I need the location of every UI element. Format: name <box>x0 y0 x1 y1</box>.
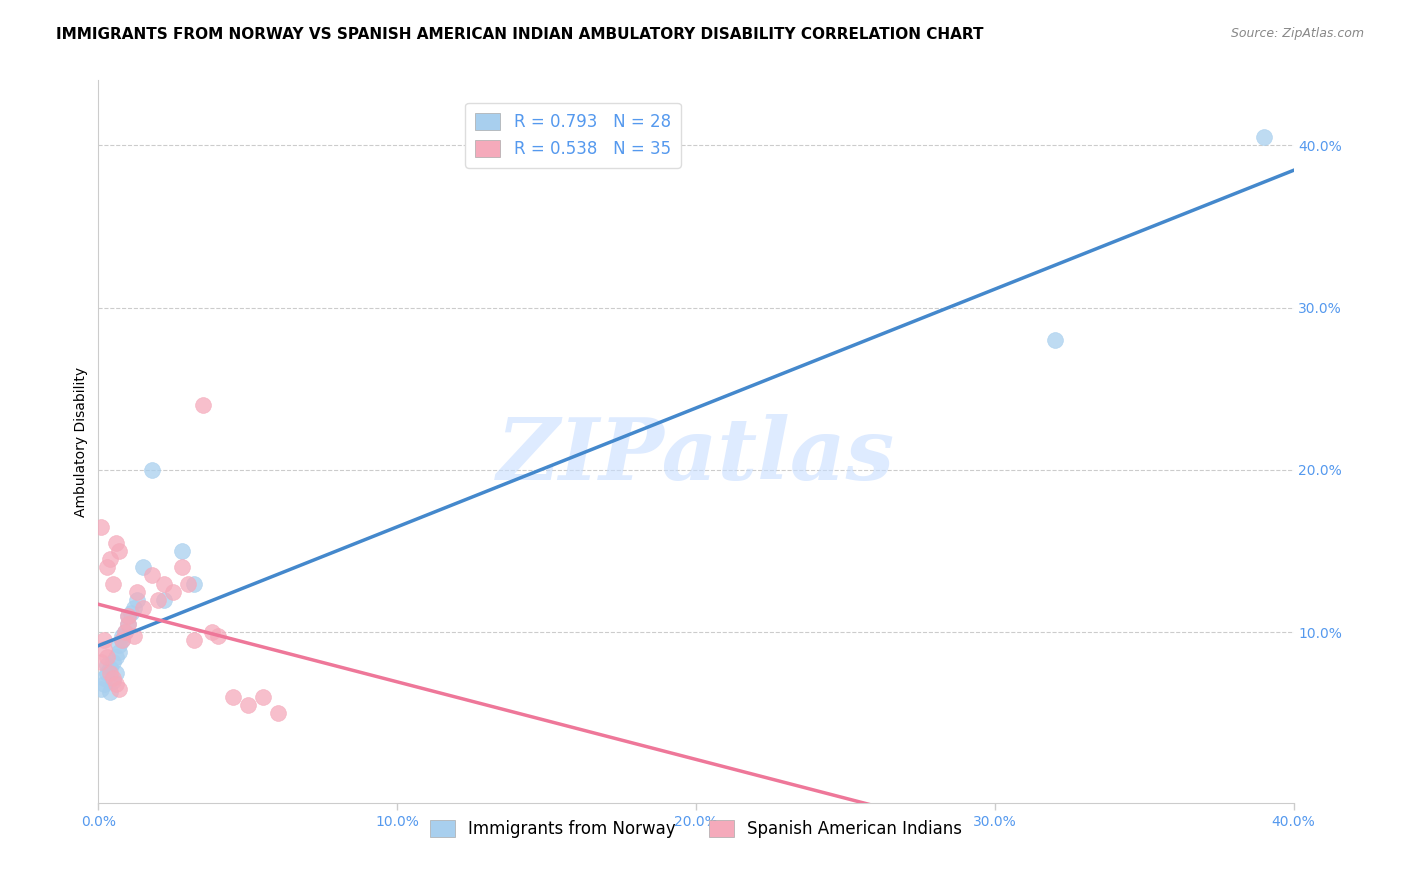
Point <box>153 592 176 607</box>
Point <box>191 398 214 412</box>
Point <box>96 560 118 574</box>
Text: Source: ZipAtlas.com: Source: ZipAtlas.com <box>1230 27 1364 40</box>
Point <box>98 665 122 680</box>
Point <box>117 617 139 632</box>
Point <box>148 592 170 607</box>
Point <box>1253 130 1275 145</box>
Point <box>127 592 149 607</box>
Point <box>132 601 155 615</box>
Point <box>141 568 163 582</box>
Point <box>108 638 131 652</box>
Point <box>90 655 112 669</box>
Point <box>105 649 128 664</box>
Text: IMMIGRANTS FROM NORWAY VS SPANISH AMERICAN INDIAN AMBULATORY DISABILITY CORRELAT: IMMIGRANTS FROM NORWAY VS SPANISH AMERIC… <box>56 27 984 42</box>
Point <box>98 552 122 566</box>
Point <box>108 645 131 659</box>
Y-axis label: Ambulatory Disability: Ambulatory Disability <box>75 367 89 516</box>
Point <box>105 677 128 691</box>
Point <box>103 673 125 688</box>
Point <box>183 633 205 648</box>
Point <box>127 584 149 599</box>
Point <box>153 576 176 591</box>
Point <box>132 560 155 574</box>
Text: ZIPatlas: ZIPatlas <box>496 414 896 498</box>
Point <box>117 617 139 632</box>
Point <box>108 682 131 697</box>
Point <box>96 649 118 664</box>
Point <box>108 544 131 558</box>
Point <box>117 609 139 624</box>
Point <box>124 629 146 643</box>
Point <box>111 633 134 648</box>
Point <box>98 661 122 675</box>
Point <box>93 641 115 656</box>
Point <box>90 682 112 697</box>
Point <box>252 690 274 705</box>
Point <box>172 560 194 574</box>
Point <box>103 576 125 591</box>
Point <box>103 655 125 669</box>
Point <box>98 685 122 699</box>
Point <box>103 671 125 685</box>
Point <box>183 576 205 591</box>
Point <box>114 625 136 640</box>
Point <box>124 601 146 615</box>
Point <box>105 665 128 680</box>
Legend: Immigrants from Norway, Spanish American Indians: Immigrants from Norway, Spanish American… <box>423 814 969 845</box>
Point <box>96 657 118 672</box>
Point <box>162 584 184 599</box>
Point <box>105 536 128 550</box>
Point <box>141 463 163 477</box>
Point <box>267 706 290 721</box>
Point <box>177 576 200 591</box>
Point <box>93 633 115 648</box>
Point <box>172 544 194 558</box>
Point <box>111 629 134 643</box>
Point <box>96 665 118 680</box>
Point <box>201 625 224 640</box>
Point <box>117 609 139 624</box>
Point <box>114 625 136 640</box>
Point <box>93 671 115 685</box>
Point <box>222 690 245 705</box>
Point <box>236 698 259 713</box>
Point <box>90 520 112 534</box>
Point <box>111 633 134 648</box>
Point <box>93 677 115 691</box>
Point <box>120 606 142 620</box>
Point <box>1043 333 1066 347</box>
Point <box>207 629 229 643</box>
